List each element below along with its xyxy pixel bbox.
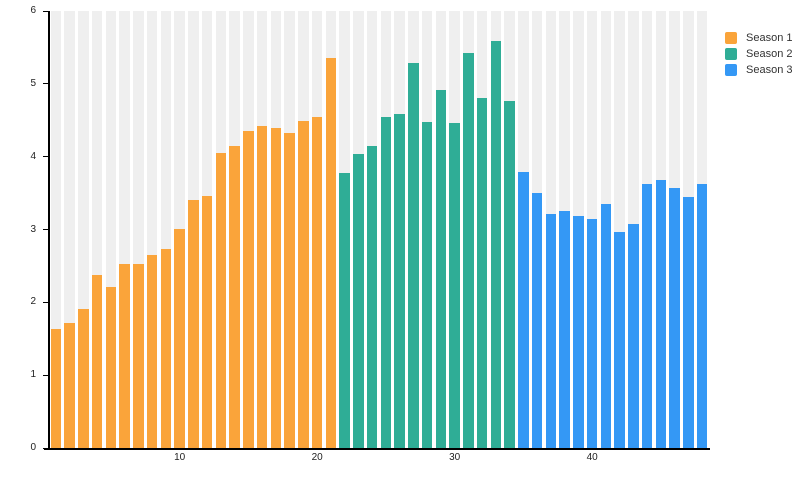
y-tick-mark bbox=[43, 301, 48, 303]
bar-x14[interactable] bbox=[229, 145, 240, 448]
bar-x48[interactable] bbox=[696, 183, 708, 448]
bar-x35[interactable] bbox=[518, 171, 529, 448]
y-axis-line bbox=[48, 11, 50, 448]
bar-x36[interactable] bbox=[531, 193, 543, 448]
y-tick-mark bbox=[43, 447, 48, 449]
x-axis-line bbox=[44, 448, 710, 450]
bar-x47[interactable] bbox=[683, 196, 694, 448]
bar-x2[interactable] bbox=[64, 323, 75, 448]
bar-x15[interactable] bbox=[243, 131, 254, 448]
y-tick-mark bbox=[43, 229, 48, 230]
y-tick-label: 6 bbox=[30, 5, 36, 16]
bar-x24[interactable] bbox=[366, 145, 378, 448]
bar-x39[interactable] bbox=[573, 215, 584, 448]
bar-x45[interactable] bbox=[655, 179, 667, 448]
category-band bbox=[50, 11, 62, 448]
bar-x26[interactable] bbox=[394, 113, 405, 448]
bar-x27[interactable] bbox=[408, 63, 419, 448]
bar-x13[interactable] bbox=[215, 153, 227, 448]
y-tick-label: 1 bbox=[30, 369, 36, 381]
bar-x3[interactable] bbox=[78, 308, 89, 448]
y-tick-mark bbox=[43, 83, 48, 85]
bar-x4[interactable] bbox=[91, 275, 103, 448]
bar-x9[interactable] bbox=[160, 249, 172, 448]
category-band bbox=[146, 11, 158, 448]
y-tick-mark bbox=[43, 10, 48, 12]
bar-x42[interactable] bbox=[614, 232, 625, 448]
bar-x34[interactable] bbox=[504, 101, 515, 448]
y-tick-mark bbox=[43, 156, 48, 158]
bar-x30[interactable] bbox=[449, 123, 460, 448]
bar-x22[interactable] bbox=[339, 173, 350, 448]
legend-label: Season 2 bbox=[746, 48, 793, 60]
y-tick-label: 5 bbox=[30, 77, 36, 89]
legend: Season 1 Season 2 Season 3 bbox=[725, 32, 792, 80]
legend-label: Season 1 bbox=[746, 32, 793, 44]
bar-x37[interactable] bbox=[545, 214, 557, 448]
bar-x33[interactable] bbox=[490, 40, 502, 448]
bar-x29[interactable] bbox=[435, 89, 447, 448]
legend-item-season-2[interactable]: Season 2 bbox=[725, 48, 792, 60]
bar-x38[interactable] bbox=[559, 210, 570, 448]
bar-x16[interactable] bbox=[256, 126, 268, 448]
x-tick-label: 20 bbox=[311, 452, 323, 463]
bar-x32[interactable] bbox=[476, 98, 488, 448]
bar-x6[interactable] bbox=[119, 263, 130, 448]
bar-x18[interactable] bbox=[284, 132, 295, 448]
bar-x10[interactable] bbox=[174, 228, 185, 448]
bar-x19[interactable] bbox=[298, 120, 309, 448]
season-3-swatch-icon bbox=[725, 64, 737, 76]
y-tick-label: 3 bbox=[30, 223, 36, 235]
category-band bbox=[105, 11, 117, 448]
x-tick-label: 40 bbox=[586, 452, 598, 463]
category-band bbox=[614, 11, 625, 448]
legend-item-season-3[interactable]: Season 3 bbox=[725, 64, 792, 76]
season-2-swatch-icon bbox=[725, 48, 737, 60]
category-band bbox=[91, 11, 103, 448]
bar-x17[interactable] bbox=[270, 128, 282, 448]
y-tick-mark bbox=[43, 374, 48, 376]
bar-x44[interactable] bbox=[641, 184, 653, 448]
bar-x41[interactable] bbox=[600, 204, 612, 448]
bar-x11[interactable] bbox=[188, 199, 199, 448]
bar-x8[interactable] bbox=[146, 255, 158, 448]
season-1-swatch-icon bbox=[725, 32, 737, 44]
y-tick-label: 0 bbox=[30, 442, 36, 453]
x-tick-label: 10 bbox=[174, 452, 186, 463]
bar-x28[interactable] bbox=[421, 121, 433, 448]
x-tick-label: 30 bbox=[449, 452, 461, 463]
bar-x25[interactable] bbox=[380, 117, 392, 448]
bar-x7[interactable] bbox=[133, 263, 144, 448]
bar-x20[interactable] bbox=[311, 117, 323, 448]
y-tick-label: 4 bbox=[30, 150, 36, 162]
category-band bbox=[64, 11, 75, 448]
category-band bbox=[119, 11, 130, 448]
y-tick-label: 2 bbox=[30, 296, 36, 308]
bar-x40[interactable] bbox=[586, 218, 598, 448]
legend-label: Season 3 bbox=[746, 64, 793, 76]
plot-area bbox=[49, 11, 709, 448]
bar-x12[interactable] bbox=[201, 196, 213, 448]
bar-x31[interactable] bbox=[463, 53, 474, 448]
bar-x23[interactable] bbox=[353, 153, 364, 448]
bar-x46[interactable] bbox=[669, 188, 680, 448]
bar-x5[interactable] bbox=[105, 287, 117, 448]
category-band bbox=[78, 11, 89, 448]
category-band bbox=[160, 11, 172, 448]
legend-item-season-1[interactable]: Season 1 bbox=[725, 32, 792, 44]
bar-x21[interactable] bbox=[325, 57, 337, 448]
category-band bbox=[133, 11, 144, 448]
bar-x43[interactable] bbox=[628, 223, 639, 448]
bar-x1[interactable] bbox=[50, 328, 62, 448]
